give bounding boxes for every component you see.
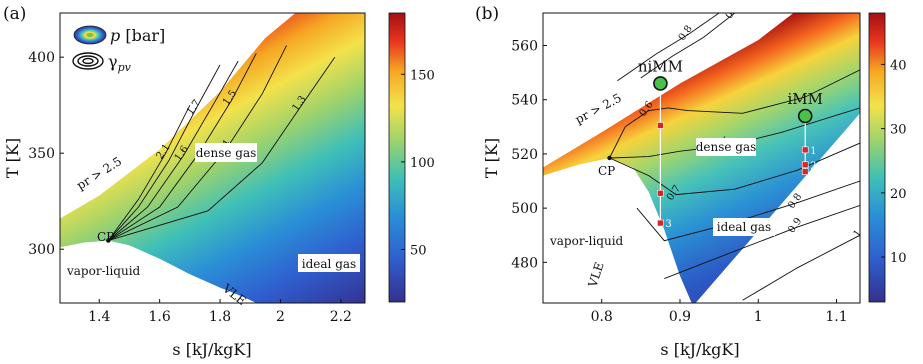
ideal-gas-box-b: [713, 218, 775, 236]
x-tick-label: 1: [754, 309, 763, 325]
probe-point-label: 1: [810, 146, 816, 157]
critical-point-marker: [607, 155, 612, 161]
contour-line: [617, 13, 720, 82]
gamma-legend-icon: [72, 52, 104, 70]
contour-line: [108, 60, 239, 241]
colorbar-tick-label: 150: [410, 68, 435, 83]
y-tick-label: 300: [28, 242, 55, 258]
contour-line: [742, 234, 860, 301]
ideal-gas-label-a: ideal gas: [302, 257, 356, 271]
y-tick-label: 350: [28, 146, 55, 162]
contour-line: [664, 204, 860, 280]
probe-point: [801, 146, 809, 154]
ticks-a: 1.4 1.6 1.8 2 2.2 300 350 400: [28, 50, 352, 325]
dense-gas-box-b: [696, 138, 756, 156]
y-tick-label: 400: [28, 50, 55, 66]
panel-a: (a) 2.11.71.61.51.41.3 1.41.61.822.23003…: [3, 4, 435, 359]
y-tick-label: 560: [511, 39, 538, 55]
y-tick-label: 500: [511, 201, 538, 217]
colorbar-tick-label: 30: [890, 123, 907, 138]
contour-line: [108, 56, 336, 242]
colorbar-tick-label: 100: [410, 156, 435, 171]
ideal-gas-box-a: [298, 254, 360, 272]
contours-b: [607, 13, 860, 301]
x-tick-label: 2.2: [330, 309, 352, 325]
legend-gamma-text: γpv: [108, 52, 132, 74]
probe-point: [657, 219, 664, 227]
panel-b-letter: (b): [475, 4, 499, 24]
y-tick-label: 540: [511, 93, 538, 109]
probe-point: [657, 189, 664, 197]
marker-niMM: [653, 76, 668, 91]
axes-frame-a: [59, 12, 366, 304]
colorbar-tick-label: 50: [410, 243, 427, 258]
vapor-liquid-label-a: vapor-liquid: [66, 264, 141, 278]
dense-gas-box-a: [195, 143, 257, 162]
probe-point: [657, 122, 664, 129]
colorbar-b: [868, 12, 886, 303]
colorbar-ticks-b: 10 20 30 40: [881, 58, 907, 266]
x-tick-label: 0.9: [669, 309, 691, 325]
marker-label: iMM: [787, 90, 823, 108]
critical-point-marker: [106, 238, 111, 243]
xlabel-b: s [kJ/kgK]: [660, 340, 739, 359]
probe-point-label: 3: [665, 219, 671, 230]
y-tick-label: 480: [511, 255, 538, 271]
legend-pressure-text: p [bar]: [110, 26, 165, 45]
x-tick-label: 0.8: [591, 309, 613, 325]
vapor-liquid-label-b: vapor-liquid: [549, 234, 624, 248]
markers-b: niMM iMM: [638, 57, 823, 124]
x-tick-label: 1.6: [149, 309, 171, 325]
probe-point: [801, 168, 809, 175]
y-tick-label: 520: [511, 147, 538, 163]
pressure-field-b: [543, 13, 860, 303]
legend-a: p [bar] γpv: [72, 25, 165, 74]
colorbar-tick-label: 40: [890, 58, 907, 73]
x-tick-label: 1.1: [825, 309, 847, 325]
x-tick-label: 2: [276, 309, 285, 325]
x-tick-label: 1.4: [88, 309, 110, 325]
contour-label: 0.7: [724, 2, 742, 21]
colorbar-ticks-a: 50 100 150: [401, 68, 435, 258]
colorbar-tick-label: 20: [890, 187, 907, 202]
critical-point-label-a: CP: [97, 230, 114, 244]
contour-line: [107, 104, 191, 241]
panel-a-letter: (a): [3, 4, 26, 24]
probe-point-label: 2: [810, 161, 816, 172]
contour-line: [640, 13, 736, 79]
contour-label: 1: [852, 228, 865, 240]
dense-gas-label-a: dense gas: [196, 146, 257, 160]
probe-point-label: 3: [810, 168, 816, 179]
marker-iMM: [797, 108, 813, 124]
ticks-b: 0.8 0.9 1 1.1 480 500 520 540 560: [511, 39, 847, 325]
colorbar-a: [388, 12, 406, 303]
contour-line: [609, 69, 860, 159]
axes-frame-b: [542, 12, 861, 304]
marker-label: niMM: [638, 57, 683, 75]
colorbar-tick-label: 10: [890, 251, 907, 266]
xlabel-a: s [kJ/kgK]: [172, 340, 251, 359]
ylabel-a: T [K]: [3, 138, 22, 178]
critical-point-label-b: CP: [598, 164, 615, 178]
x-tick-label: 1.8: [209, 309, 231, 325]
dense-gas-label-b: dense gas: [696, 140, 757, 154]
ideal-gas-label-b: ideal gas: [717, 220, 771, 234]
contour-line: [107, 64, 221, 241]
ylabel-b: T [K]: [482, 138, 501, 178]
probe-point: [801, 161, 809, 169]
